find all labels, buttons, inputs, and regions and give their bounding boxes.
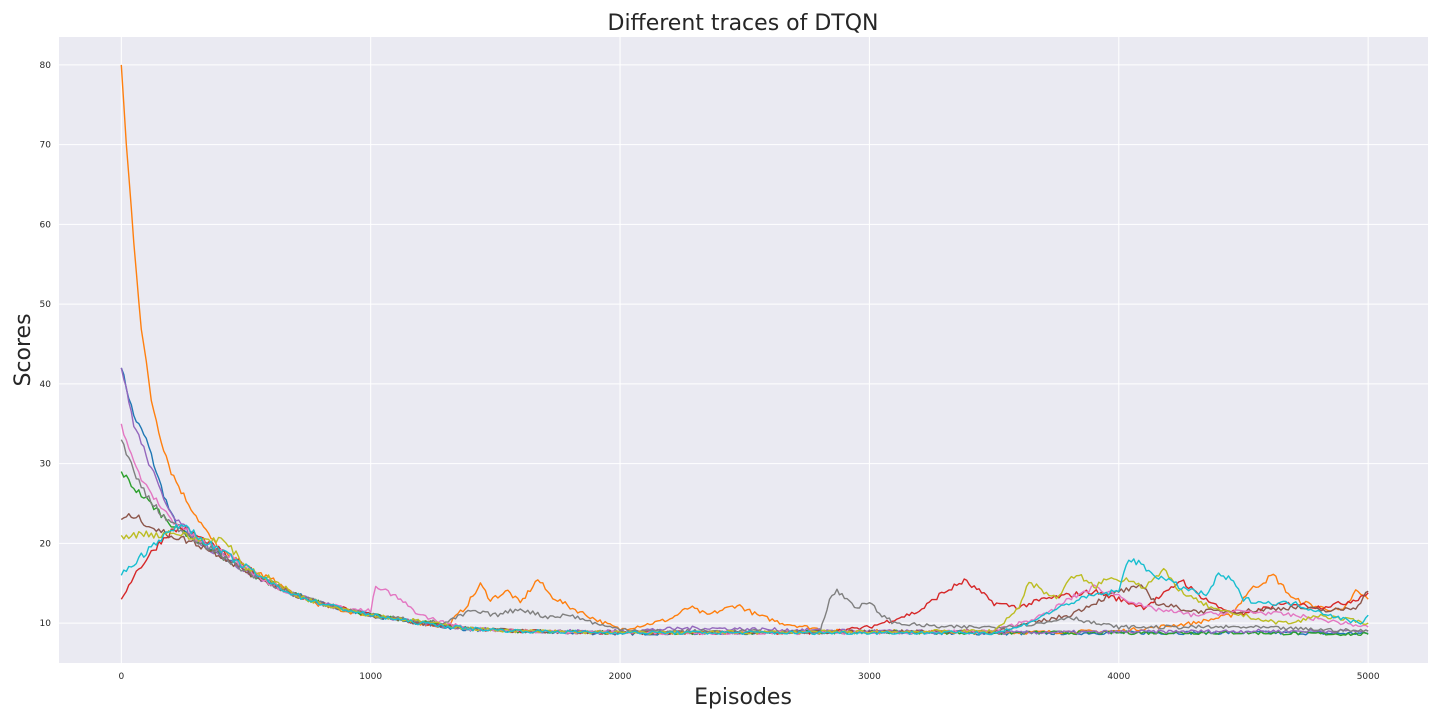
tick-labels: 0 1000 2000 3000 4000 5000 10 20 30 40 50 60 70 80 (40, 61, 1380, 682)
y-tick-label: 40 (40, 380, 52, 390)
plot-background (59, 37, 1428, 663)
grid (59, 37, 1428, 663)
series-lines (120, 64, 1369, 637)
y-tick-label: 20 (40, 539, 52, 549)
y-tick-label: 70 (40, 141, 52, 151)
x-tick-label: 4000 (1107, 672, 1130, 682)
series-line-9 (120, 530, 1369, 635)
y-tick-label: 30 (40, 460, 52, 470)
x-tick-label: 0 (118, 672, 124, 682)
y-tick-label: 50 (40, 300, 52, 310)
x-tick-label: 1000 (359, 672, 382, 682)
x-tick-label: 2000 (609, 672, 632, 682)
y-tick-label: 80 (40, 61, 52, 71)
y-tick-label: 10 (40, 619, 52, 629)
series-line-10 (120, 524, 1369, 636)
x-axis-label: Episodes (694, 685, 792, 710)
x-tick-label: 5000 (1357, 672, 1380, 682)
x-tick-label: 3000 (858, 672, 881, 682)
chart-title: Different traces of DTQN (608, 11, 879, 36)
y-axis-label: Scores (11, 313, 36, 386)
y-tick-label: 60 (40, 220, 52, 230)
